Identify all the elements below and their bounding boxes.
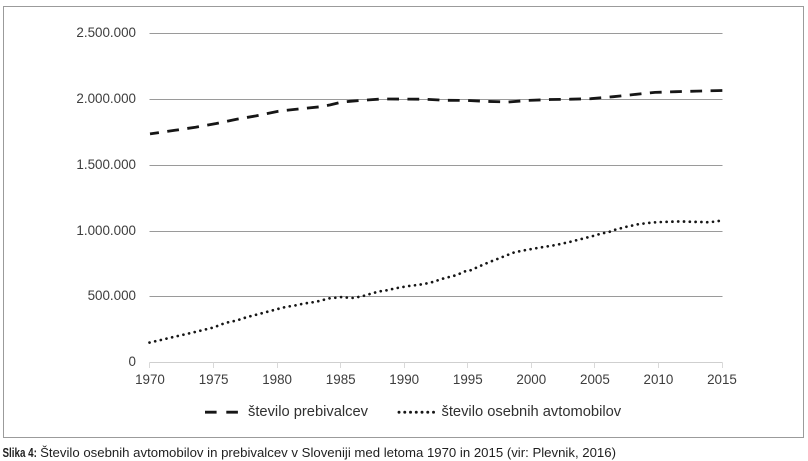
svg-text:2015: 2015 [707,372,737,387]
svg-text:2010: 2010 [644,372,674,387]
svg-text:1995: 1995 [453,372,483,387]
svg-text:2000: 2000 [516,372,546,387]
svg-text:2005: 2005 [580,372,610,387]
svg-text:Število osebnih avtomobilov in: Število osebnih avtomobilov in prebivalc… [40,445,616,460]
svg-text:1.500.000: 1.500.000 [76,157,136,172]
svg-text:1985: 1985 [326,372,356,387]
svg-text:1970: 1970 [135,372,165,387]
svg-text:Slika 4:: Slika 4: [3,445,37,460]
svg-text:2.000.000: 2.000.000 [76,91,136,106]
svg-text:število osebnih avtomobilov: število osebnih avtomobilov [442,404,622,420]
svg-text:2.500.000: 2.500.000 [76,25,136,40]
svg-text:0: 0 [129,354,136,369]
svg-text:1.000.000: 1.000.000 [76,223,136,238]
svg-text:500.000: 500.000 [88,288,136,303]
svg-text:število prebivalcev: število prebivalcev [248,404,369,420]
svg-text:1975: 1975 [199,372,229,387]
svg-text:1980: 1980 [262,372,292,387]
svg-text:1990: 1990 [389,372,419,387]
